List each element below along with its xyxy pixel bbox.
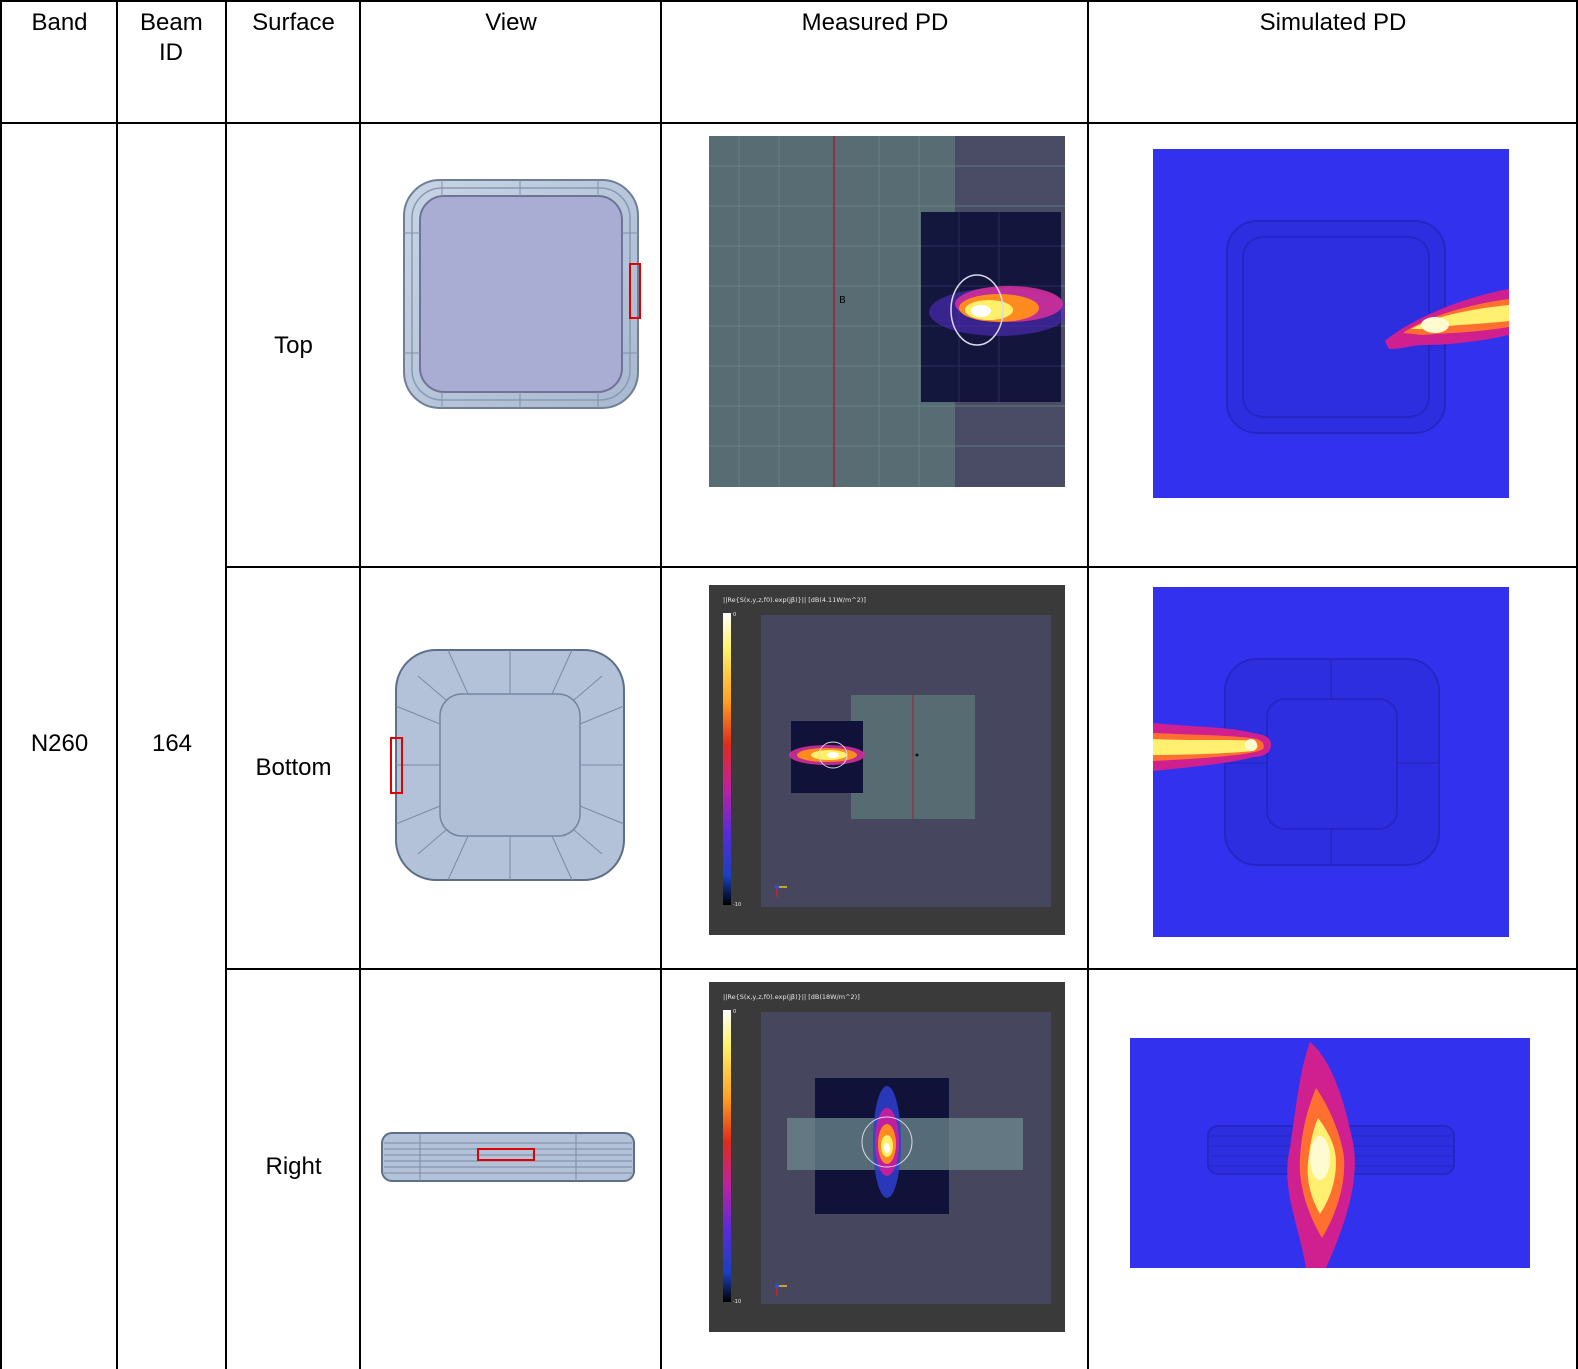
axis-triad-icon: [775, 885, 787, 897]
colorbar: [723, 1010, 731, 1302]
measurement-point-label: B: [839, 295, 846, 306]
header-view: View: [485, 9, 537, 36]
colorbar-title: ||Re{S(x,y,z,f0).exp(jβ)}|| [dB(4.11W/m^…: [723, 596, 866, 604]
svg-text:0: 0: [733, 1009, 736, 1015]
colorbar: [723, 613, 731, 905]
simulated-pd-right-image: [1130, 1038, 1530, 1268]
antenna-highlight: [390, 737, 403, 794]
surface-right: Right: [265, 1153, 322, 1180]
colorbar-title: ||Re{S(x,y,z,f0).exp(jβ)}|| [dB(18W/m^2)…: [723, 993, 860, 1001]
antenna-highlight: [477, 1148, 535, 1161]
header-beam-id: Beam ID: [140, 9, 203, 66]
header-simulated-pd: Simulated PD: [1259, 9, 1407, 36]
antenna-highlight: [629, 263, 641, 319]
surface-top: Top: [274, 332, 313, 359]
svg-text:-10: -10: [733, 1299, 741, 1305]
axis-triad-icon: [775, 1284, 787, 1296]
band-value: N260: [30, 730, 89, 757]
simulated-pd-top-image: [1153, 149, 1509, 498]
svg-text:-10: -10: [733, 902, 741, 908]
svg-text:0: 0: [733, 612, 736, 618]
header-band: Band: [31, 9, 88, 36]
device-top-view-image: [403, 179, 641, 409]
measured-pd-top-image: B: [709, 136, 1065, 487]
measured-pd-right-image: ||Re{S(x,y,z,f0).exp(jβ)}|| [dB(18W/m^2)…: [709, 982, 1065, 1332]
device-right-view-image: [381, 1132, 635, 1182]
simulated-pd-bottom-image: [1153, 587, 1509, 937]
header-measured-pd: Measured PD: [801, 9, 949, 36]
surface-bottom: Bottom: [255, 754, 332, 781]
measured-pd-bottom-image: ||Re{S(x,y,z,f0).exp(jβ)}|| [dB(4.11W/m^…: [709, 585, 1065, 935]
header-surface: Surface: [252, 9, 335, 36]
beam-id-value: 164: [151, 730, 193, 757]
device-bottom-view-image: [390, 649, 625, 881]
